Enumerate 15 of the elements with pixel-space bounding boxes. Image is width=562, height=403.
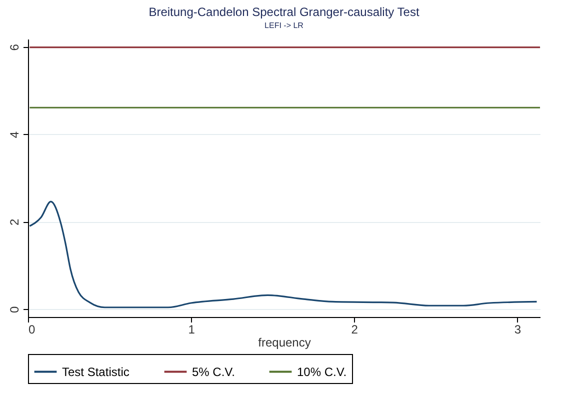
legend-label: 5% C.V.	[192, 364, 235, 379]
y-tick-label: 2	[8, 218, 22, 226]
chart-title: Breitung-Candelon Spectral Granger-causality Test	[148, 5, 420, 19]
y-tick-label: 4	[8, 131, 22, 138]
line-series	[28, 200, 538, 308]
y-tick-label: 6	[8, 44, 22, 51]
chart-subtitle: LEFI -> LR	[264, 21, 304, 30]
y-tick-label: 0	[8, 306, 22, 313]
legend-label: Test Statistic	[62, 364, 130, 379]
x-axis-title: frequency	[258, 336, 311, 350]
x-tick-label: 3	[514, 322, 522, 336]
x-tick-label: 2	[351, 322, 358, 336]
x-tick-label: 1	[188, 322, 196, 336]
x-tick-label: 0	[28, 322, 36, 336]
legend-label: 10% C.V.	[297, 364, 347, 379]
